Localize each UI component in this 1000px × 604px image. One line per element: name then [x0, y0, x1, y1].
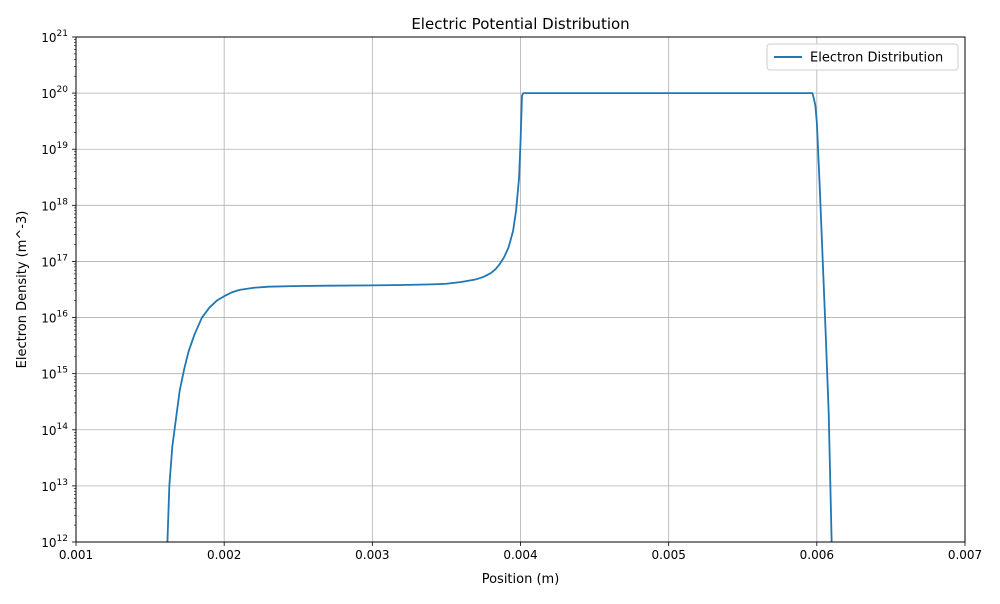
- y-tick-label: 1016: [41, 310, 68, 326]
- chart-title: Electric Potential Distribution: [411, 15, 629, 33]
- series-line-electron-distribution: [166, 92, 833, 542]
- x-tick-label: 0.007: [948, 548, 982, 562]
- x-tick-label: 0.006: [800, 548, 834, 562]
- y-tick-label: 1017: [41, 253, 68, 269]
- x-tick-label: 0.004: [503, 548, 537, 562]
- y-axis-ticks: 1012 1013 1014 1015 1016 1017 1018 1019 1020 1021: [41, 29, 76, 550]
- x-tick-label: 0.001: [59, 548, 93, 562]
- legend-label: Electron Distribution: [810, 51, 943, 66]
- x-axis-ticks: 0.001 0.002 0.003 0.004 0.005 0.006 0.007: [59, 542, 982, 562]
- series-layer: [166, 92, 833, 542]
- y-tick-label: 1014: [41, 422, 68, 438]
- y-tick-label: 1018: [41, 197, 68, 213]
- legend-box: [766, 43, 959, 71]
- y-tick-label: 1021: [41, 29, 68, 45]
- y-axis-label: Electron Density (m^-3): [15, 211, 30, 369]
- x-tick-label: 0.005: [651, 548, 685, 562]
- legend: Electron Distribution: [766, 43, 959, 71]
- x-tick-label: 0.003: [355, 548, 389, 562]
- y-tick-label: 1012: [41, 534, 68, 550]
- x-axis-label: Position (m): [482, 572, 560, 587]
- y-tick-label: 1019: [41, 141, 68, 157]
- x-tick-label: 0.002: [207, 548, 241, 562]
- y-tick-label: 1015: [41, 366, 68, 382]
- y-tick-label: 1013: [41, 478, 68, 494]
- y-tick-label: 1020: [41, 85, 68, 101]
